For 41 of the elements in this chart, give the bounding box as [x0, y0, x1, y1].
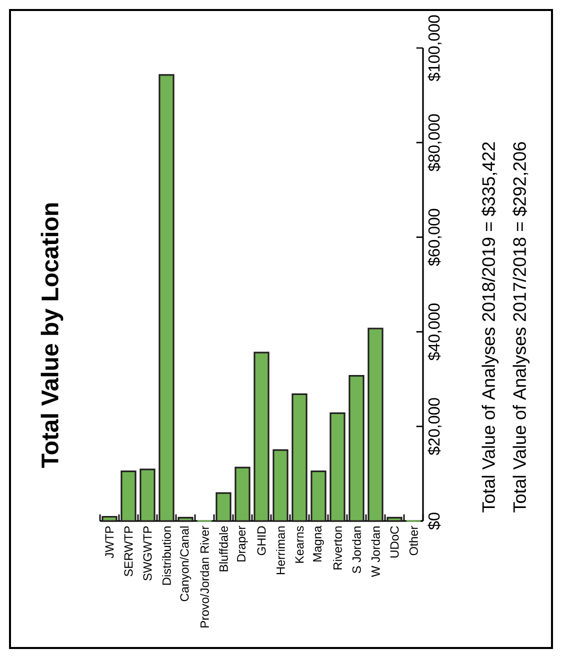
- bar: [216, 492, 232, 522]
- x-tick-label: GHID: [257, 526, 266, 556]
- x-tick-label: Canyon/Canal: [180, 526, 192, 602]
- y-tick-label: $100,000: [428, 15, 442, 82]
- bar: [234, 466, 250, 522]
- bar: [254, 352, 270, 522]
- bar: [102, 516, 118, 522]
- x-tick-label: Bluffdale: [219, 526, 228, 572]
- bar: [292, 393, 308, 522]
- y-tick-label: $60,000: [428, 208, 442, 266]
- text: Total Value of Analyses 2018/2019 = $335,422: [481, 142, 499, 512]
- bar: [330, 412, 346, 522]
- x-tick-label: UDoC: [390, 526, 399, 558]
- x-tick-label: W Jordan: [371, 526, 380, 577]
- y-tick-label: $0: [428, 512, 441, 530]
- text: Total Value of Analyses 2017/2018 = $292,206: [512, 142, 530, 512]
- x-tick-label: Other: [409, 526, 418, 556]
- y-tick-label: $40,000: [428, 304, 442, 361]
- x-tick-label: Draper: [237, 526, 248, 562]
- x-tick-label: JWTP: [105, 526, 114, 558]
- bar: [178, 516, 194, 522]
- x-tick-label: Kearns: [295, 526, 304, 563]
- bar: [386, 516, 402, 522]
- y-tick-label: $80,000: [428, 114, 442, 172]
- bar: [368, 328, 384, 522]
- bar: [158, 74, 174, 522]
- bar: [140, 468, 156, 522]
- bar: [348, 374, 364, 522]
- x-tick-label: Magna: [313, 526, 324, 562]
- x-tick-label: Herriman: [276, 526, 285, 574]
- y-tick-label: $20,000: [428, 398, 442, 456]
- x-tick-label: Provo/Jordan River: [200, 526, 209, 628]
- x-tick-label: SWGWTP: [143, 526, 152, 580]
- x-tick-label: Distribution: [162, 526, 171, 585]
- x-tick-label: S Jordan: [352, 526, 361, 574]
- bar: [272, 449, 288, 522]
- text: Total Value by Location: [40, 203, 64, 468]
- x-tick-label: Riverton: [333, 526, 342, 570]
- bar: [120, 470, 136, 522]
- bar: [310, 470, 326, 522]
- x-tick-label: SERWTP: [124, 526, 133, 576]
